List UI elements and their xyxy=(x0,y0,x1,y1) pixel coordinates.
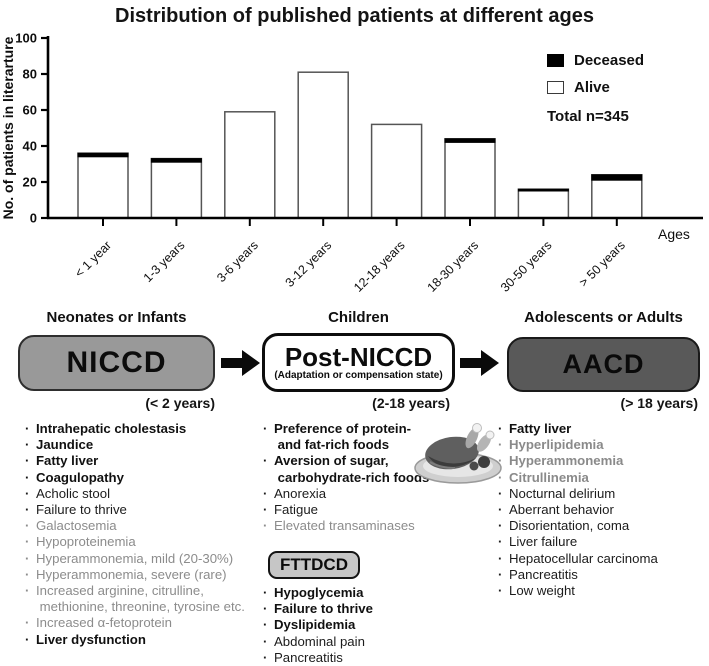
symptom-item: Hyperammonemia xyxy=(498,453,706,469)
symptom-item: Preference of protein- and fat-rich food… xyxy=(263,421,433,453)
svg-text:< 1 year: < 1 year xyxy=(72,238,114,280)
stage-header-adults: Adolescents or Adults xyxy=(524,309,683,326)
symptom-item: Hepatocellular carcinoma xyxy=(498,551,706,567)
post-niccd-box-label: Post-NICCD xyxy=(284,341,433,372)
svg-text:30-50 years: 30-50 years xyxy=(498,238,555,295)
symptom-item: Intrahepatic cholestasis xyxy=(25,421,260,437)
aacd-box: AACD xyxy=(507,337,700,392)
niccd-box-label: NICCD xyxy=(66,346,167,379)
symptom-item: Increased α-fetoprotein xyxy=(25,615,260,631)
symptom-item: Hyperammonemia, mild (20-30%) xyxy=(25,551,260,567)
symptom-item: Failure to thrive xyxy=(25,502,260,518)
aacd-age-label: (> 18 years) xyxy=(620,395,698,411)
svg-text:> 50 years: > 50 years xyxy=(577,238,628,289)
niccd-age-label: (< 2 years) xyxy=(145,395,215,411)
fttdcd-box-label: FTTDCD xyxy=(280,555,348,574)
niccd-box: NICCD xyxy=(18,335,215,391)
chart-legend: Deceased Alive Total n=345 xyxy=(547,47,644,125)
symptom-item: Hypoproteinemia xyxy=(25,534,260,550)
svg-text:18-30 years: 18-30 years xyxy=(425,238,482,295)
total-n-label: Total n=345 xyxy=(547,108,629,125)
bar-1-3 years xyxy=(150,157,203,219)
alive-label: Alive xyxy=(574,79,610,96)
bar-deceased-18-30 years xyxy=(444,138,496,143)
post-niccd-box-subtitle: (Adaptation or compensation state) xyxy=(274,369,443,381)
bar-deceased-1-3 years xyxy=(150,158,202,163)
symptom-item: Hyperammonemia, severe (rare) xyxy=(25,567,260,583)
right-arrow-icon xyxy=(221,349,261,382)
post-niccd-box: Post-NICCD (Adaptation or compensation s… xyxy=(262,333,455,392)
roast-meat-on-plate-icon xyxy=(410,416,508,493)
fttdcd-symptom-list: HypoglycemiaFailure to thriveDyslipidemi… xyxy=(263,585,433,666)
bar-deceased-< 1 year xyxy=(77,152,129,158)
symptom-item: Elevated transaminases xyxy=(263,518,433,534)
bar-12-18 years xyxy=(370,123,423,219)
alive-swatch-icon xyxy=(547,81,564,94)
symptom-item: Fatigue xyxy=(263,502,433,518)
svg-text:20: 20 xyxy=(23,175,37,190)
symptom-item: Pancreatitis xyxy=(498,567,706,583)
svg-text:0: 0 xyxy=(30,211,37,226)
legend-row-alive: Alive xyxy=(547,74,644,101)
niccd-symptom-list: Intrahepatic cholestasisJaundiceFatty li… xyxy=(25,421,260,648)
symptom-item: Galactosemia xyxy=(25,518,260,534)
symptom-item: Dyslipidemia xyxy=(263,617,433,633)
symptom-item: Increased arginine, citrulline, methioni… xyxy=(25,583,260,615)
symptom-item: Jaundice xyxy=(25,437,260,453)
bar-30-50 years xyxy=(517,188,570,219)
symptom-item: Liver dysfunction xyxy=(25,632,260,648)
svg-text:No. of patients in literarture: No. of patients in literarture xyxy=(0,36,16,219)
symptom-item: Nocturnal delirium xyxy=(498,486,706,502)
symptom-item: Disorientation, coma xyxy=(498,518,706,534)
symptom-item: Fatty liver xyxy=(25,453,260,469)
svg-text:80: 80 xyxy=(23,67,37,82)
symptom-item: Hypoglycemia xyxy=(263,585,433,601)
symptom-item: Coagulopathy xyxy=(25,470,260,486)
symptom-item: Liver failure xyxy=(498,534,706,550)
symptom-item: Failure to thrive xyxy=(263,601,433,617)
symptom-item: Acholic stool xyxy=(25,486,260,502)
svg-text:3-6 years: 3-6 years xyxy=(214,238,261,285)
post-niccd-symptom-list: Preference of protein- and fat-rich food… xyxy=(263,421,433,535)
legend-row-deceased: Deceased xyxy=(547,47,644,74)
bar-deceased-30-50 years xyxy=(517,188,569,192)
svg-text:Ages: Ages xyxy=(658,226,690,242)
bar-deceased-> 50 years xyxy=(591,174,643,181)
bar-18-30 years xyxy=(444,138,496,219)
symptom-item: Anorexia xyxy=(263,486,433,502)
svg-text:1-3 years: 1-3 years xyxy=(141,238,188,285)
post-niccd-age-label: (2-18 years) xyxy=(372,395,450,411)
bar-> 50 years xyxy=(591,174,643,219)
symptom-item: Abdominal pain xyxy=(263,634,433,650)
symptom-item: Hyperlipidemia xyxy=(498,437,706,453)
svg-text:60: 60 xyxy=(23,103,37,118)
bar-< 1 year xyxy=(77,152,129,219)
bar-3-12 years xyxy=(297,71,349,219)
symptom-item: Aversion of sugar, carbohydrate-rich foo… xyxy=(263,453,433,485)
bar-3-6 years xyxy=(224,111,276,219)
symptom-item: Fatty liver xyxy=(498,421,706,437)
symptom-item: Citrullinemia xyxy=(498,470,706,486)
svg-text:40: 40 xyxy=(23,139,37,154)
symptom-item: Pancreatitis xyxy=(263,650,433,666)
svg-text:12-18 years: 12-18 years xyxy=(351,238,408,295)
symptom-item: Aberrant behavior xyxy=(498,502,706,518)
symptom-item: Low weight xyxy=(498,583,706,599)
aacd-symptom-list: Fatty liverHyperlipidemiaHyperammonemiaC… xyxy=(498,421,706,599)
stage-header-children: Children xyxy=(328,309,389,326)
deceased-swatch-icon xyxy=(547,54,564,67)
chart-title: Distribution of published patients at di… xyxy=(115,5,594,27)
svg-text:3-12 years: 3-12 years xyxy=(283,238,335,290)
aacd-box-label: AACD xyxy=(562,349,645,379)
svg-text:100: 100 xyxy=(15,31,37,46)
deceased-label: Deceased xyxy=(574,52,645,69)
stage-header-neonates: Neonates or Infants xyxy=(46,309,187,326)
right-arrow-icon xyxy=(460,349,500,382)
fttdcd-box: FTTDCD xyxy=(268,551,360,579)
